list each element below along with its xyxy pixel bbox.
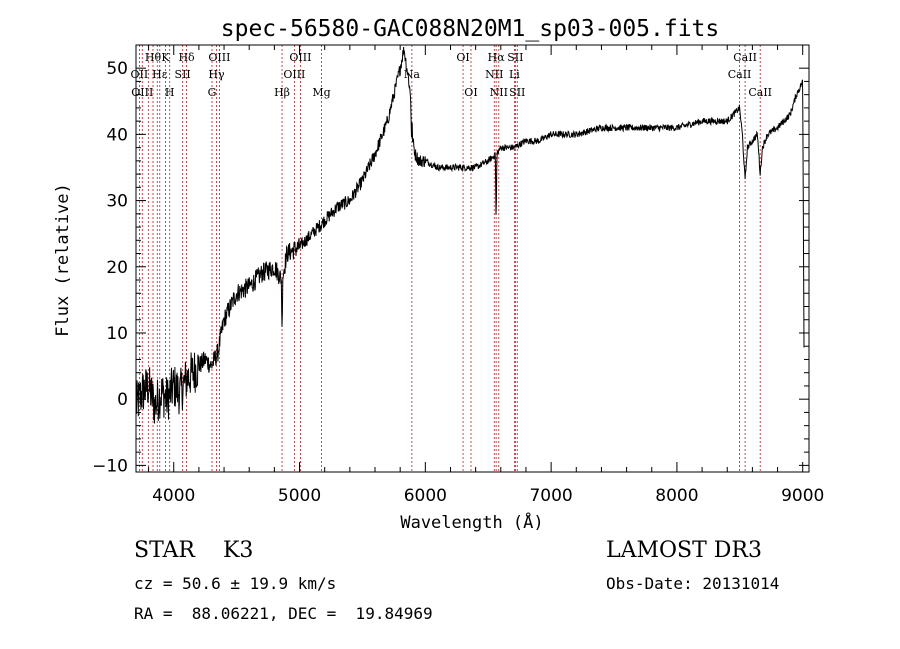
- x-tick-label: 7000: [529, 486, 572, 506]
- line-label: G: [208, 86, 217, 99]
- line-label: CaII: [748, 86, 772, 99]
- line-label: Li: [509, 68, 520, 81]
- y-tick-label: 0: [117, 390, 128, 410]
- spectrum-line: [135, 46, 805, 424]
- line-label: Hα: [488, 51, 506, 64]
- line-markers: [138, 45, 761, 472]
- line-label: SII: [509, 86, 525, 99]
- plot-frame: [135, 44, 810, 473]
- x-tick-label: 5000: [278, 486, 321, 506]
- x-tick-label: 6000: [404, 486, 447, 506]
- line-label: CaII: [733, 51, 757, 64]
- cz-text: cz = 50.6 ± 19.9 km/s: [134, 574, 337, 593]
- line-label: NII: [485, 68, 503, 81]
- line-label: OIII: [208, 51, 230, 64]
- line-label: H: [165, 86, 175, 99]
- survey-text: LAMOST DR3: [606, 538, 762, 563]
- line-label: K: [161, 51, 170, 64]
- classification-text: STAR K3: [134, 538, 254, 563]
- y-tick-label: −10: [92, 456, 128, 476]
- y-tick-label: 20: [106, 258, 128, 278]
- line-label: Hδ: [178, 51, 195, 64]
- x-tick-label: 8000: [655, 486, 698, 506]
- line-label: Hβ: [274, 86, 290, 99]
- chart-title: spec-56580-GAC088N20M1_sp03-005.fits: [221, 16, 720, 42]
- coords-text: RA = 88.06221, DEC = 19.84969: [134, 604, 433, 623]
- line-label: OII: [131, 68, 149, 81]
- line-label: Hγ: [208, 68, 225, 81]
- y-tick-label: 10: [106, 324, 128, 344]
- x-tick-label: 4000: [152, 486, 195, 506]
- line-labels: OIIOIIIHθHεKHSIIHδGHγOIIIHβOIIIOIIIMgNaO…: [131, 51, 772, 99]
- line-label: CaII: [728, 68, 752, 81]
- y-axis-label: Flux (relative): [53, 183, 73, 337]
- line-label: Hε: [152, 68, 168, 81]
- y-tick-label: 30: [106, 192, 128, 212]
- x-axis: 4000 5000 6000 7000 8000 9000: [148, 45, 824, 506]
- spectrum-series: [135, 46, 805, 424]
- line-label: SII: [507, 51, 523, 64]
- line-label: Mg: [312, 86, 330, 99]
- line-label: OIII: [289, 51, 311, 64]
- line-label: OI: [456, 51, 469, 64]
- line-label: NII: [490, 86, 508, 99]
- x-axis-label: Wavelength (Å): [400, 511, 543, 533]
- line-label: SII: [175, 68, 191, 81]
- line-label: OI: [464, 86, 477, 99]
- y-axis: −10 0 10 20 30 40 50: [92, 59, 809, 476]
- spectrum-chart: spec-56580-GAC088N20M1_sp03-005.fits OII…: [53, 16, 824, 533]
- obs-date-text: Obs-Date: 20131014: [606, 574, 780, 593]
- line-label: OIII: [131, 86, 153, 99]
- y-tick-label: 40: [106, 125, 128, 145]
- line-label: Na: [404, 68, 421, 81]
- line-label: Hθ: [145, 51, 162, 64]
- y-tick-label: 50: [106, 59, 128, 79]
- line-label: OIII: [283, 68, 305, 81]
- x-tick-label: 9000: [781, 486, 824, 506]
